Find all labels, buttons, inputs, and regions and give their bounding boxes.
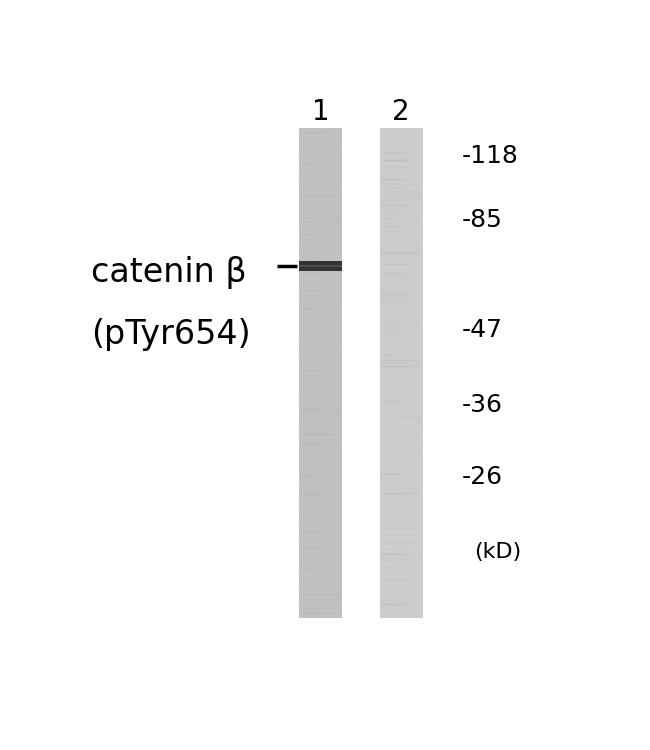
Text: -36: -36	[462, 393, 502, 417]
Text: (pTyr654): (pTyr654)	[91, 318, 251, 351]
Text: -47: -47	[462, 318, 502, 342]
Text: -26: -26	[462, 465, 502, 489]
Text: 2: 2	[393, 98, 410, 126]
Bar	[299, 128, 342, 619]
Text: (kD): (kD)	[474, 542, 521, 562]
Bar	[299, 265, 342, 268]
Bar	[380, 128, 422, 619]
Bar	[299, 261, 342, 272]
Text: 1: 1	[312, 98, 330, 126]
Text: catenin β: catenin β	[91, 256, 247, 290]
Text: -118: -118	[462, 145, 519, 169]
Text: -85: -85	[462, 208, 502, 232]
